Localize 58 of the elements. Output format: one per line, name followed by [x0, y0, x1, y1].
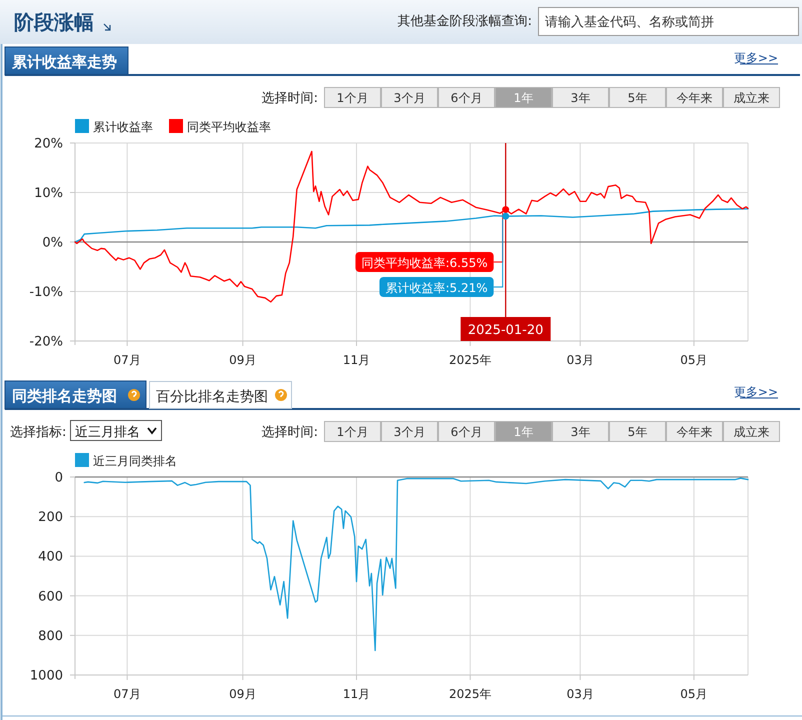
text: 3个月: [394, 425, 426, 439]
y-tick-label: 1000: [30, 668, 63, 684]
annotation: 累计收益率:5.21%: [385, 281, 488, 295]
annotation: 同类平均收益率:6.55%: [361, 256, 488, 270]
y-tick-label: 0%: [42, 236, 63, 250]
y-tick-label: 0: [54, 470, 63, 486]
text: 更多>>: [734, 385, 778, 399]
x-tick-label: 07月: [114, 353, 141, 367]
text: 5年: [628, 425, 648, 439]
text: 选择时间:: [262, 91, 318, 106]
y-tick-label: 400: [38, 550, 63, 565]
y-tick-label: -20%: [29, 334, 63, 350]
text: 阶段涨幅: [14, 10, 94, 34]
text: 3年: [570, 91, 590, 105]
chart-title: 累计收益率走势: [11, 53, 117, 71]
x-tick-label: 2025年: [448, 353, 492, 367]
x-tick-label: 09月: [229, 353, 256, 367]
annotation-callout: 同类平均收益率:6.55%: [355, 212, 504, 272]
x-tick-label: 09月: [229, 687, 256, 701]
y-tick-label: 200: [38, 510, 63, 526]
x-tick-label: 11月: [342, 687, 370, 701]
text: 今年来: [676, 425, 712, 439]
text: 百分比排名走势图: [156, 389, 268, 405]
text: 请输入基金代码、名称或简拼: [545, 15, 714, 30]
x-tick-label: 05月: [680, 353, 708, 367]
text: 1个月: [336, 91, 368, 105]
legend-label: 近三月同类排名: [93, 454, 177, 468]
text: 成立来: [734, 91, 770, 105]
text: 6个月: [450, 91, 482, 105]
text: 1年: [514, 425, 534, 439]
y-tick-label: 600: [38, 589, 63, 604]
x-tick-label: 07月: [114, 687, 141, 701]
x-tick-label: 11月: [342, 353, 370, 367]
x-tick-label: 03月: [566, 353, 594, 367]
text: 6个月: [450, 425, 482, 439]
text: 5年: [628, 91, 648, 105]
text: 1年: [514, 91, 534, 105]
chart-title: 同类排名走势图: [12, 387, 117, 405]
text: 更多>>: [734, 51, 778, 65]
text: 其他基金阶段涨幅查询:: [398, 14, 532, 29]
y-tick-label: -10%: [29, 285, 63, 300]
legend-label: 同类平均收益率: [187, 120, 271, 134]
legend-label: 累计收益率: [93, 120, 153, 134]
x-tick-label: 03月: [566, 687, 594, 701]
x-tick-label: 2025年: [448, 687, 492, 701]
text: 3年: [570, 425, 590, 439]
y-tick-label: 20%: [34, 136, 63, 152]
y-tick-label: 10%: [34, 186, 63, 201]
ref-line-label: 2025-01-20: [468, 323, 544, 338]
text: 1个月: [336, 425, 368, 439]
text: 今年来: [676, 91, 712, 105]
text: 近三月排名: [75, 425, 140, 440]
text: 成立来: [734, 425, 770, 439]
x-tick-label: 05月: [680, 687, 708, 701]
y-tick-label: 800: [38, 628, 63, 644]
text: 选择时间:: [262, 425, 318, 440]
text: 选择指标:: [10, 425, 66, 440]
text: 3个月: [394, 91, 426, 105]
